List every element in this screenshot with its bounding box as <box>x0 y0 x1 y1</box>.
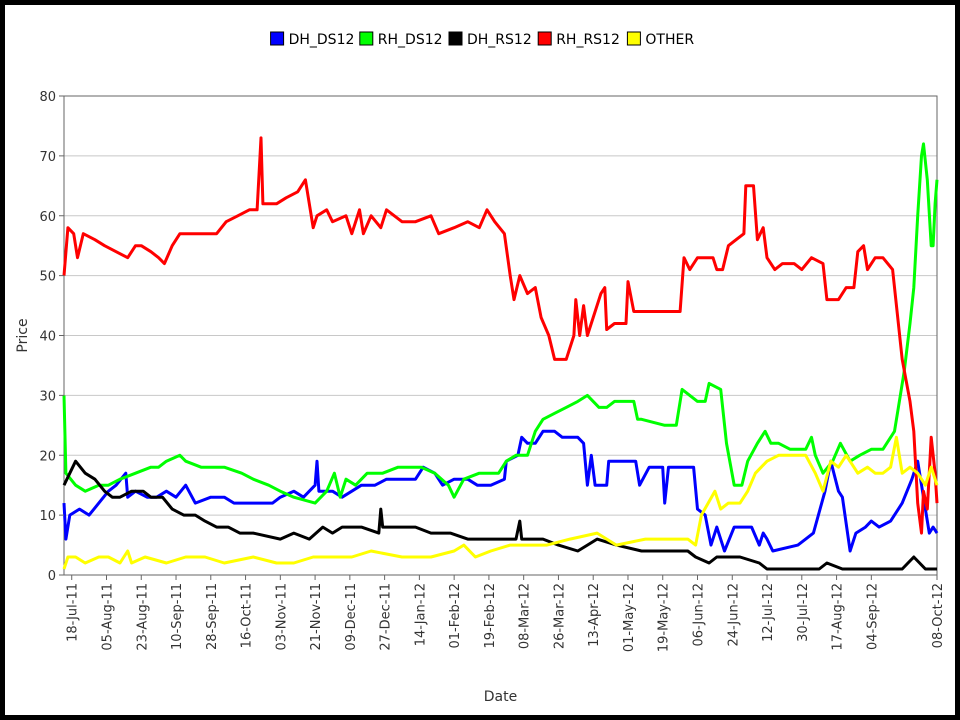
x-tick-label: 13-Apr-12 <box>587 583 602 647</box>
x-axis-label: Date <box>484 689 517 705</box>
x-tick-label: 04-Sep-12 <box>865 583 880 650</box>
x-tick-label: 23-Aug-11 <box>135 583 150 651</box>
y-tick-label: 50 <box>39 270 56 285</box>
legend-swatch-other <box>626 31 641 46</box>
x-tick-label: 18-Jul-11 <box>66 583 81 642</box>
legend-label: DH_RS12 <box>467 32 532 48</box>
x-tick-label: 08-Mar-12 <box>518 583 533 649</box>
x-tick-label: 06-Jun-12 <box>692 583 707 647</box>
x-tick-label: 10-Sep-11 <box>170 583 185 650</box>
x-tick-label: 01-Feb-12 <box>448 583 463 648</box>
y-tick-label: 40 <box>39 330 56 345</box>
y-tick-label: 0 <box>48 569 56 584</box>
series-line-rh-ds12 <box>62 142 939 505</box>
series-lines <box>62 136 939 571</box>
legend-label: DH_DS12 <box>289 32 355 48</box>
chart-canvas: DH_DS12 RH_DS12 DH_RS12 RH_RS12 OTHER 0 10 20 3… <box>5 5 955 715</box>
x-tick-label: 28-Sep-11 <box>205 583 220 650</box>
x-tick-label: 05-Aug-11 <box>100 583 115 651</box>
x-tick-label: 08-Oct-12 <box>931 583 946 648</box>
x-tick-label: 26-Mar-12 <box>552 583 567 649</box>
x-tick-label: 21-Nov-11 <box>309 583 324 651</box>
y-tick-label: 10 <box>39 509 56 524</box>
x-axis-ticks: 18-Jul-11 05-Aug-11 23-Aug-11 10-Sep-11 28-S… <box>66 575 946 652</box>
x-tick-label: 30-Jul-12 <box>796 583 811 642</box>
y-tick-label: 70 <box>39 150 56 165</box>
legend-swatch-rh-ds12 <box>359 31 374 46</box>
legend-label: RH_RS12 <box>556 32 620 48</box>
x-tick-label: 03-Nov-11 <box>274 583 289 651</box>
x-tick-label: 24-Jun-12 <box>726 583 741 647</box>
legend-label: RH_DS12 <box>378 32 443 48</box>
y-tick-label: 60 <box>39 210 56 225</box>
legend-swatch-rh-rs12 <box>537 31 552 46</box>
legend-swatch-dh-rs12 <box>448 31 463 46</box>
legend-swatch-dh-ds12 <box>270 31 285 46</box>
x-tick-label: 16-Oct-11 <box>240 583 255 648</box>
x-tick-label: 09-Dec-11 <box>344 583 359 651</box>
series-line-dh-ds12 <box>62 429 939 553</box>
series-line-other <box>62 435 939 570</box>
x-tick-label: 14-Jan-12 <box>413 583 428 646</box>
legend: DH_DS12 RH_DS12 DH_RS12 RH_RS12 OTHER <box>270 31 694 48</box>
y-axis-label: Price <box>15 318 31 352</box>
x-tick-label: 19-Feb-12 <box>483 583 498 648</box>
x-tick-label: 27-Dec-11 <box>379 583 394 651</box>
x-tick-label: 19-May-12 <box>657 583 672 652</box>
gridlines <box>64 155 937 516</box>
price-line-chart: DH_DS12 RH_DS12 DH_RS12 RH_RS12 OTHER 0 10 20 3… <box>15 31 946 705</box>
x-tick-label: 17-Aug-12 <box>831 583 846 651</box>
legend-label: OTHER <box>645 32 694 48</box>
series-line-dh-rs12 <box>62 459 937 571</box>
x-tick-label: 12-Jul-12 <box>761 583 776 642</box>
y-tick-label: 30 <box>39 389 56 404</box>
y-tick-label: 20 <box>39 449 56 464</box>
y-tick-label: 80 <box>39 90 56 105</box>
y-axis-ticks: 0 10 20 30 40 50 60 70 80 <box>39 90 64 584</box>
x-tick-label: 01-May-12 <box>622 583 637 652</box>
series-line-rh-rs12 <box>62 136 939 535</box>
